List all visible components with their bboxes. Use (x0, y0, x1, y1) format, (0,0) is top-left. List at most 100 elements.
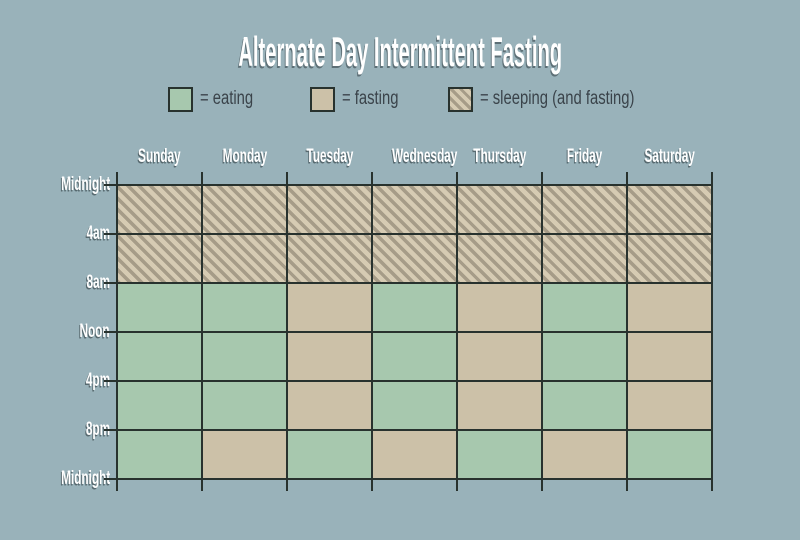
legend-item-sleeping: = sleeping (and fasting) (448, 86, 678, 112)
grid-hline-4 (117, 380, 712, 382)
column-header-friday: Friday (542, 144, 627, 170)
cell-eating-row5-col6 (627, 430, 712, 479)
legend-item-fasting: = fasting (310, 86, 414, 112)
time-label-midnight-6: Midnight (0, 466, 110, 492)
legend-label-eating: = eating (200, 88, 254, 109)
grid-hline-3 (117, 331, 712, 333)
axis-tick-top-1 (201, 172, 203, 185)
time-label-8am-2: 8am (0, 270, 110, 296)
axis-tick-left-1 (104, 233, 117, 235)
cell-fasting-row4-col6 (627, 381, 712, 430)
axis-tick-bottom-3 (371, 479, 373, 491)
column-header-sunday: Sunday (117, 144, 202, 170)
grid-vline-2 (286, 185, 288, 479)
cell-eating-row2-col5 (542, 283, 627, 332)
cell-fasting-row3-col6 (627, 332, 712, 381)
axis-tick-left-4 (104, 380, 117, 382)
grid-vline-0 (116, 185, 118, 479)
axis-tick-left-2 (104, 282, 117, 284)
axis-tick-left-6 (104, 478, 117, 480)
sleeping-swatch-icon (448, 86, 473, 112)
column-header-text: Tuesday (306, 146, 353, 167)
cell-fasting-row2-col2 (287, 283, 372, 332)
cell-fasting-row3-col2 (287, 332, 372, 381)
column-header-thursday: Thursday (457, 144, 542, 170)
cell-fasting-row2-col6 (627, 283, 712, 332)
column-header-text: Saturday (644, 146, 695, 167)
cell-eating-row5-col4 (457, 430, 542, 479)
time-label-text: Midnight (60, 468, 110, 489)
column-header-monday: Monday (202, 144, 287, 170)
time-label-midnight-0: Midnight (0, 172, 110, 198)
axis-tick-bottom-4 (456, 479, 458, 491)
cell-fasting-row5-col1 (202, 430, 287, 479)
axis-tick-bottom-0 (116, 479, 118, 491)
cell-fasting-row5-col5 (542, 430, 627, 479)
axis-tick-bottom-7 (711, 479, 713, 491)
grid-hline-0 (117, 184, 712, 186)
grid-vline-1 (201, 185, 203, 479)
cell-fasting-row2-col4 (457, 283, 542, 332)
legend-label-sleeping: = sleeping (and fasting) (480, 88, 635, 109)
column-header-text: Friday (566, 146, 603, 167)
cell-eating-row5-col0 (117, 430, 202, 479)
grid-hline-6 (117, 478, 712, 480)
column-header-text: Wednesday (391, 146, 458, 167)
axis-tick-top-0 (116, 172, 118, 185)
grid-vline-4 (456, 185, 458, 479)
axis-tick-bottom-1 (201, 479, 203, 491)
grid-vline-5 (541, 185, 543, 479)
cell-eating-row3-col3 (372, 332, 457, 381)
time-label-text: 8am (86, 272, 110, 293)
axis-tick-left-0 (104, 184, 117, 186)
time-label-text: Midnight (60, 174, 110, 195)
grid-hline-1 (117, 233, 712, 235)
cell-eating-row5-col2 (287, 430, 372, 479)
grid-hline-5 (117, 429, 712, 431)
grid-hline-2 (117, 282, 712, 284)
cell-eating-row4-col5 (542, 381, 627, 430)
time-label-text: Noon (79, 321, 110, 342)
column-header-saturday: Saturday (627, 144, 712, 170)
cell-eating-row3-col5 (542, 332, 627, 381)
axis-tick-top-2 (286, 172, 288, 185)
column-header-text: Sunday (138, 146, 181, 167)
axis-tick-left-3 (104, 331, 117, 333)
cell-fasting-row4-col4 (457, 381, 542, 430)
axis-tick-top-6 (626, 172, 628, 185)
cell-sleeping-row0-col0 (117, 185, 712, 234)
grid-vline-3 (371, 185, 373, 479)
grid-vline-6 (626, 185, 628, 479)
time-label-text: 8pm (85, 419, 110, 440)
fasting-swatch-icon (310, 86, 335, 112)
axis-tick-top-3 (371, 172, 373, 185)
time-label-4pm-4: 4pm (0, 368, 110, 394)
grid-vline-7 (711, 185, 713, 479)
cell-fasting-row4-col2 (287, 381, 372, 430)
cell-eating-row4-col3 (372, 381, 457, 430)
column-header-tuesday: Tuesday (287, 144, 372, 170)
cell-fasting-row5-col3 (372, 430, 457, 479)
time-label-8pm-5: 8pm (0, 417, 110, 443)
time-label-noon-3: Noon (0, 319, 110, 345)
axis-tick-bottom-2 (286, 479, 288, 491)
axis-tick-bottom-6 (626, 479, 628, 491)
time-label-text: 4pm (85, 370, 110, 391)
column-header-text: Thursday (473, 146, 527, 167)
time-label-text: 4am (86, 223, 110, 244)
chart-title: Alternate Day Intermittent Fasting (0, 26, 800, 78)
legend-label-fasting: = fasting (342, 88, 399, 109)
legend-item-eating: = eating (168, 86, 268, 112)
column-header-wednesday: Wednesday (372, 144, 457, 170)
axis-tick-bottom-5 (541, 479, 543, 491)
axis-tick-left-5 (104, 429, 117, 431)
cell-sleeping-row1-col0 (117, 234, 712, 283)
axis-tick-top-5 (541, 172, 543, 185)
time-label-4am-1: 4am (0, 221, 110, 247)
column-header-text: Monday (222, 146, 267, 167)
cell-eating-row2-col3 (372, 283, 457, 332)
chart-title-text: Alternate Day Intermittent Fasting (238, 28, 562, 75)
eating-swatch-icon (168, 86, 193, 112)
axis-tick-top-7 (711, 172, 713, 185)
